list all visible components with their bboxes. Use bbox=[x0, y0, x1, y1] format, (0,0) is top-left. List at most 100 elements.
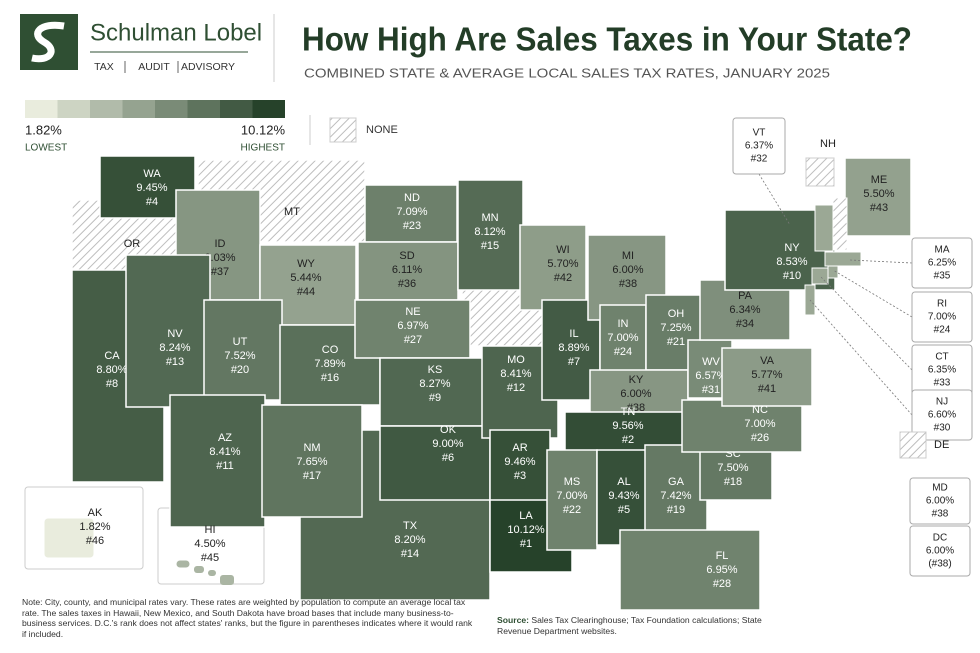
state-rate: 9.00% bbox=[432, 438, 463, 450]
state-shape bbox=[364, 184, 458, 243]
callout-box bbox=[732, 117, 786, 175]
state-abbr: SD bbox=[399, 250, 414, 262]
state-rate: 7.09% bbox=[396, 206, 427, 218]
state-rate: 5.50% bbox=[863, 188, 894, 200]
state-abbr: LA bbox=[519, 510, 533, 522]
state-shape bbox=[175, 559, 191, 569]
state-abbr: MD bbox=[932, 483, 948, 494]
state-abbr: WI bbox=[556, 244, 569, 256]
state-rate: 6.37% bbox=[745, 141, 773, 152]
state-shape bbox=[43, 517, 95, 559]
callout-box bbox=[911, 389, 973, 441]
state-abbr: IN bbox=[618, 318, 629, 330]
state-rate: 6.97% bbox=[397, 320, 428, 332]
state-rate: 8.80% bbox=[96, 364, 127, 376]
state-shape bbox=[203, 299, 283, 401]
state-abbr: ME bbox=[871, 174, 888, 186]
state-shape bbox=[489, 429, 551, 503]
state-shape bbox=[681, 399, 803, 453]
state-rank: #44 bbox=[297, 286, 315, 298]
source-label: Source: bbox=[497, 615, 529, 625]
state-rank: #43 bbox=[870, 202, 888, 214]
state-abbr: AK bbox=[88, 507, 103, 519]
state-rate: 6.60% bbox=[928, 410, 956, 421]
state-rank: #26 bbox=[751, 432, 769, 444]
state-rank: #19 bbox=[667, 504, 685, 516]
state-rank: #6 bbox=[442, 452, 454, 464]
state-rate: 7.65% bbox=[296, 456, 327, 468]
state-rate: 7.25% bbox=[660, 322, 691, 334]
state-rate: 8.27% bbox=[419, 378, 450, 390]
leader-line bbox=[819, 275, 913, 371]
state-abbr: TN bbox=[621, 406, 636, 418]
state-rank: #37 bbox=[211, 266, 229, 278]
state-rank: #12 bbox=[507, 382, 525, 394]
state-abbr: OH bbox=[668, 308, 685, 320]
state-rate: 1.82% bbox=[79, 521, 110, 533]
state-abbr: NV bbox=[167, 328, 183, 340]
small-state-shape bbox=[827, 265, 839, 279]
state-abbr: WV bbox=[702, 356, 720, 368]
state-rate: 6.00% bbox=[926, 496, 954, 507]
state-abbr: CA bbox=[104, 350, 120, 362]
state-shape bbox=[519, 224, 587, 311]
state-rate: 8.20% bbox=[394, 534, 425, 546]
state-shape bbox=[844, 157, 912, 237]
state-rate: 6.95% bbox=[706, 564, 737, 576]
state-rank: #31 bbox=[702, 384, 720, 396]
state-abbr: WA bbox=[143, 168, 161, 180]
state-abbr: KY bbox=[629, 374, 644, 386]
state-rate: 7.00% bbox=[744, 418, 775, 430]
state-rank: #35 bbox=[934, 271, 951, 282]
state-rate: 9.56% bbox=[612, 420, 643, 432]
state-shape bbox=[721, 347, 813, 407]
state-rate: 6.00% bbox=[612, 264, 643, 276]
callout-box bbox=[911, 291, 973, 343]
legend-swatch bbox=[25, 100, 58, 118]
state-rank: #14 bbox=[401, 548, 419, 560]
legend-swatch bbox=[155, 100, 188, 118]
legend-swatch bbox=[252, 100, 285, 118]
state-abbr: MN bbox=[481, 212, 498, 224]
brand-service: TAX bbox=[94, 61, 114, 73]
state-rank: #21 bbox=[667, 336, 685, 348]
state-rank: #24 bbox=[614, 346, 632, 358]
legend-none-label: NONE bbox=[366, 124, 398, 136]
state-abbr: VT bbox=[753, 128, 766, 139]
state-rate: 7.00% bbox=[556, 490, 587, 502]
state-rank: #27 bbox=[404, 334, 422, 346]
brand-service: ADVISORY bbox=[181, 61, 235, 73]
state-abbr: GA bbox=[668, 476, 685, 488]
state-abbr: MS bbox=[564, 476, 581, 488]
state-abbr: HI bbox=[205, 524, 216, 536]
logo-s bbox=[31, 21, 65, 63]
leader-line bbox=[832, 269, 913, 318]
state-rate: 7.50% bbox=[717, 462, 748, 474]
state-abbr: DE bbox=[934, 439, 949, 451]
state-abbr: CT bbox=[935, 352, 948, 363]
state-abbr: OR bbox=[124, 238, 141, 250]
state-rate: 5.44% bbox=[290, 272, 321, 284]
legend-swatch bbox=[122, 100, 155, 118]
state-abbr: AR bbox=[512, 442, 527, 454]
state-abbr: MO bbox=[507, 354, 525, 366]
state-rate: 9.46% bbox=[504, 456, 535, 468]
state-rank: #9 bbox=[429, 392, 441, 404]
legend-high-value: 10.12% bbox=[241, 122, 286, 137]
state-abbr: WY bbox=[297, 258, 315, 270]
state-abbr: NJ bbox=[936, 397, 948, 408]
state-rank: #15 bbox=[481, 240, 499, 252]
callout-box bbox=[909, 477, 971, 525]
state-rate: 6.57% bbox=[695, 370, 726, 382]
state-rank: #28 bbox=[713, 578, 731, 590]
legend-swatch bbox=[57, 100, 90, 118]
title: How High Are Sales Taxes in Your State? bbox=[302, 21, 912, 58]
state-rate: 5.70% bbox=[547, 258, 578, 270]
state-shape bbox=[619, 529, 761, 611]
state-shape bbox=[261, 404, 363, 518]
state-rate: 8.24% bbox=[159, 342, 190, 354]
state-shape bbox=[354, 299, 471, 359]
state-abbr: MI bbox=[622, 250, 634, 262]
state-rank: #45 bbox=[201, 552, 219, 564]
